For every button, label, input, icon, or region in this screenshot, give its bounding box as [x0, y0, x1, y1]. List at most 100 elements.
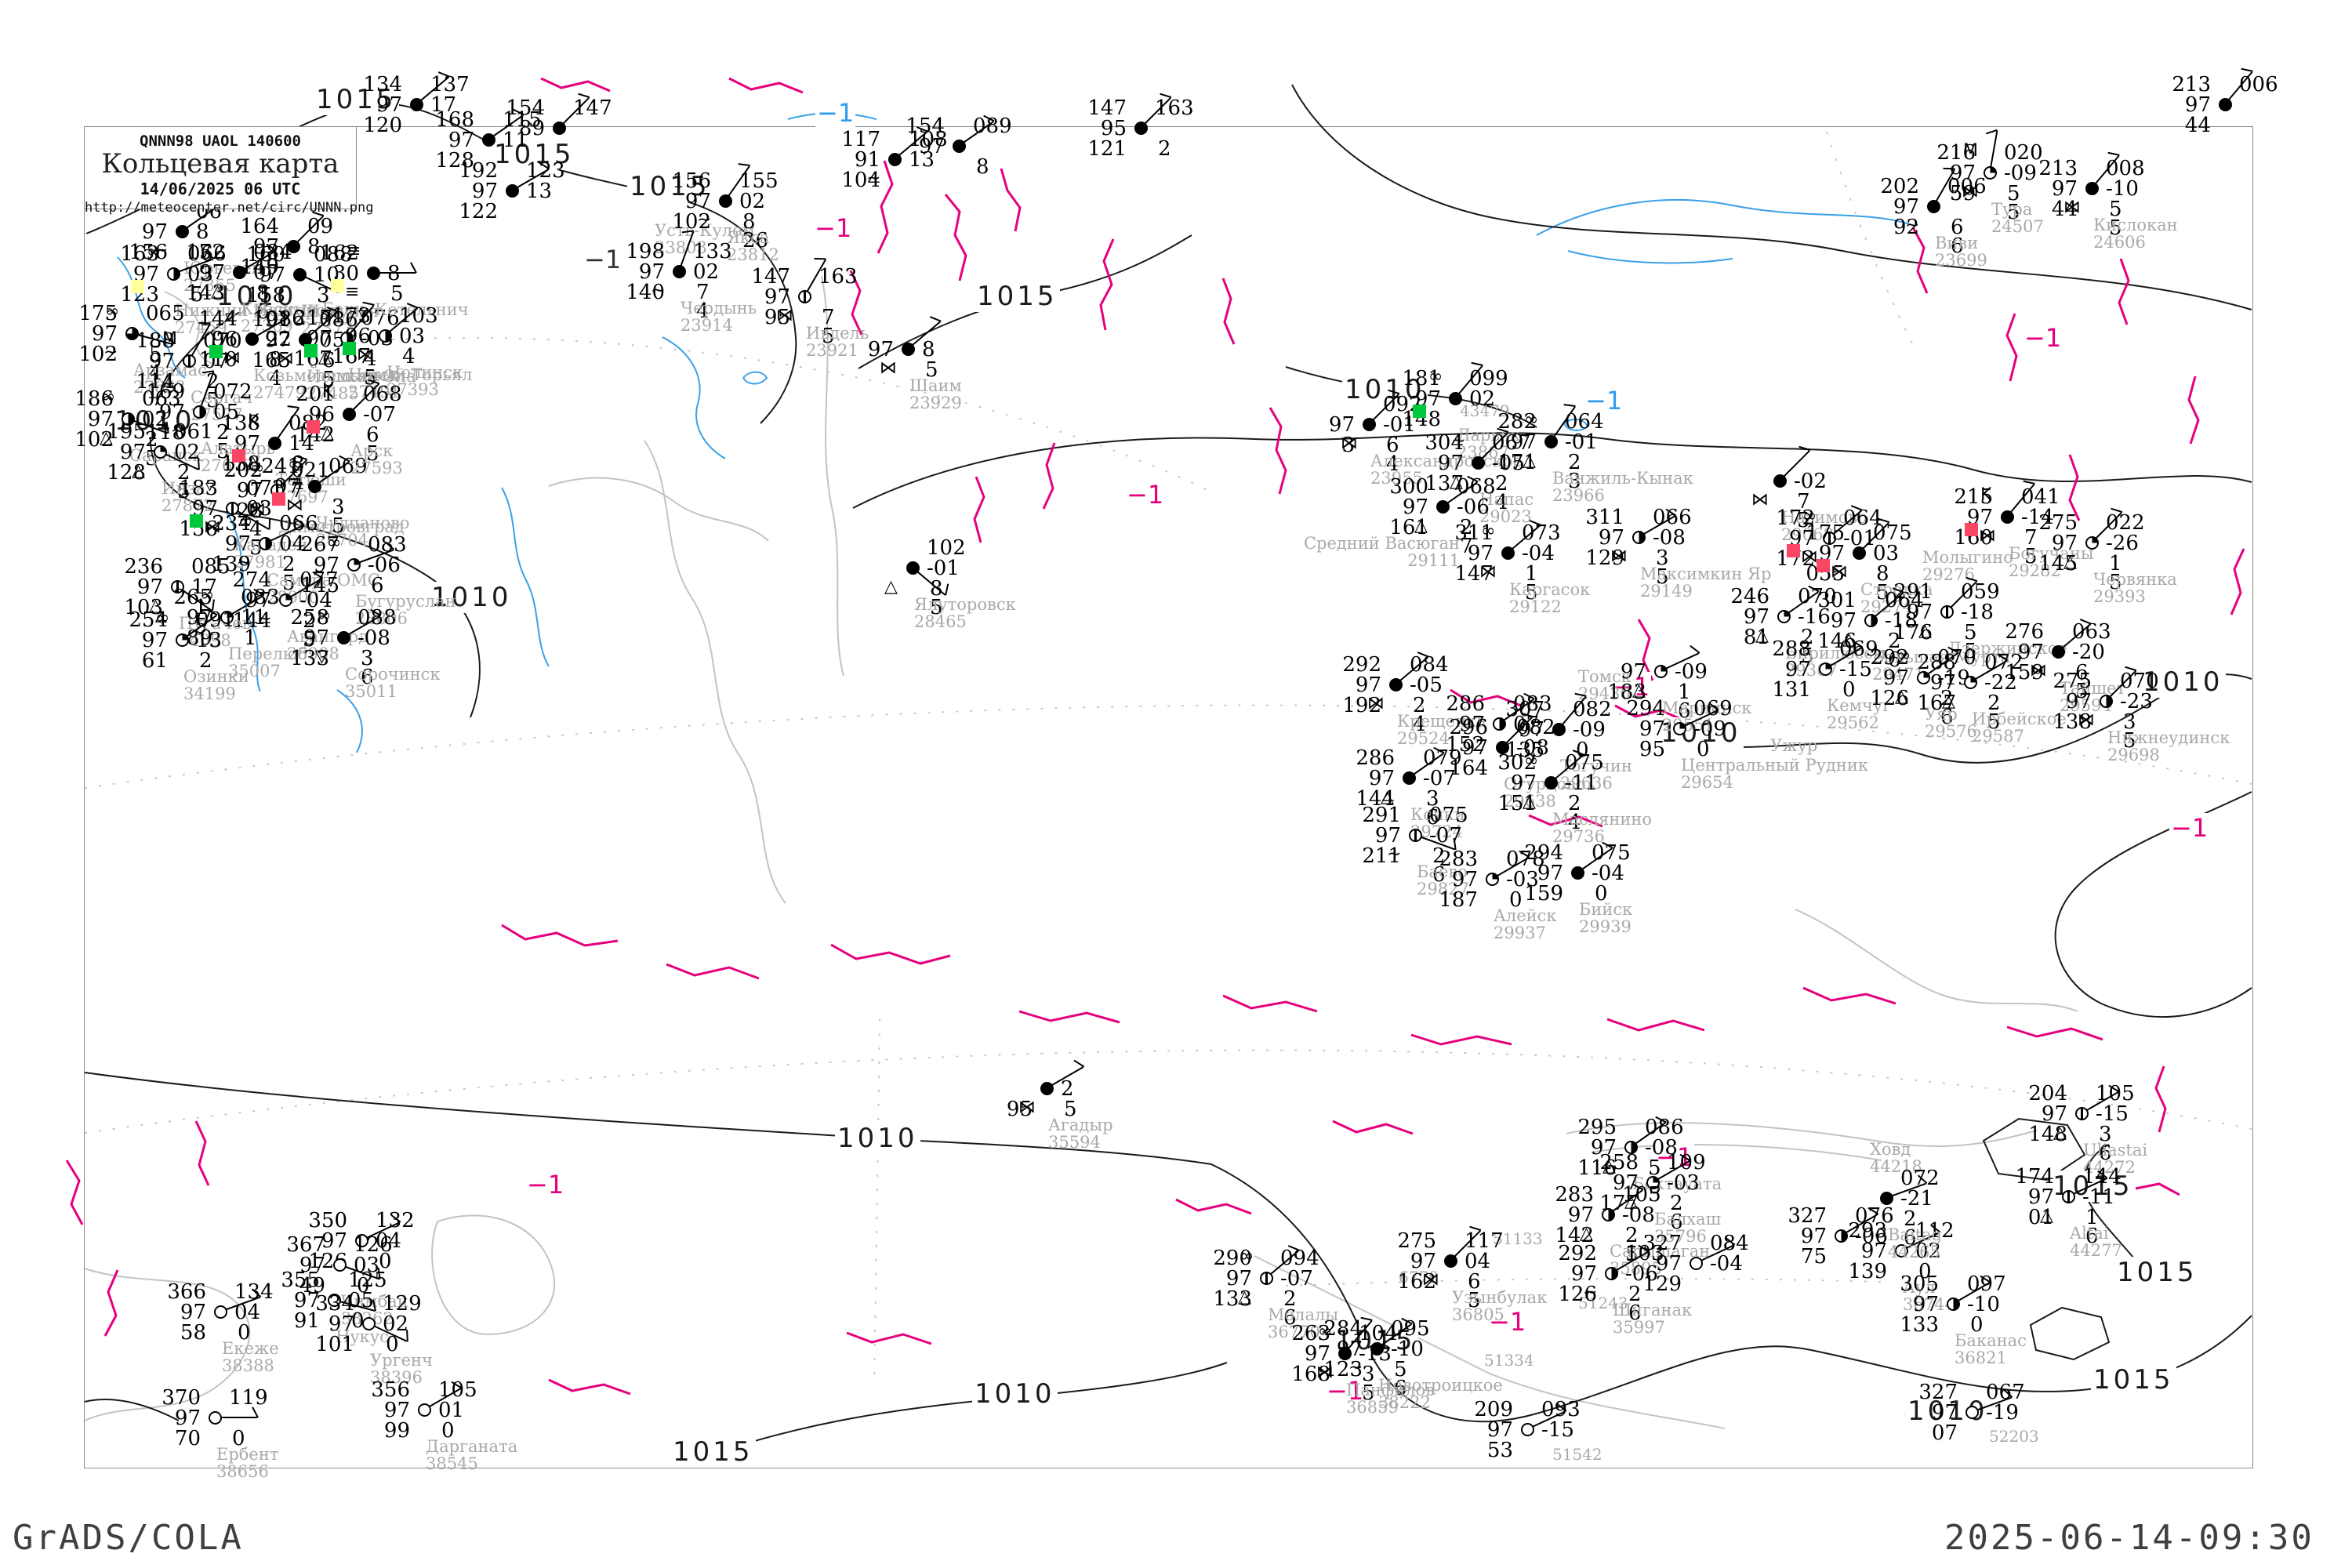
station-value: 97 [224, 532, 251, 556]
cloud-cover-circle [1984, 166, 1997, 180]
station-value: 168 [1291, 1363, 1330, 1386]
isobar-label: 1010 [835, 1123, 920, 1154]
station-value: 97 [252, 235, 279, 259]
station-value: 97 [1929, 671, 1956, 695]
station-name: Козьмодемьянск 27479 [253, 366, 400, 402]
station-value: 282 [1497, 410, 1537, 434]
station-value: 03 [399, 325, 426, 348]
station-value: 128 [107, 461, 146, 485]
station-value: 117 [841, 128, 880, 151]
cloud-cover-circle [2085, 182, 2099, 195]
cloud-cover-circle [1940, 605, 1954, 619]
station-value: 066 [187, 242, 227, 266]
isobar-path [2029, 1306, 2111, 1361]
station-value: 072 [1900, 1167, 1940, 1190]
isobar-path [703, 1362, 1228, 1457]
weather-symbol: △ [161, 370, 174, 390]
station-value: 241 [261, 455, 300, 478]
station-name: Уяр 29576 [1925, 705, 1977, 741]
station-value: -08 [1622, 1203, 1655, 1227]
station-value: 5 [322, 368, 336, 391]
weather-symbol: △ [1414, 516, 1428, 535]
station-value: 258 [290, 606, 329, 630]
station-value: 175 [1806, 521, 1845, 545]
weather-symbol: ⋈ [1367, 694, 1385, 713]
station-value: -06 [1457, 495, 1490, 519]
station-value: 367 [286, 1233, 325, 1257]
station-value: 7 [2024, 526, 2038, 550]
station-name: Нижний Новгород 27459 [175, 301, 336, 337]
station-value: 137 [430, 73, 470, 96]
cloud-cover-circle [167, 267, 180, 281]
station-value: 97 [141, 629, 168, 652]
cloud-cover-circle [1964, 676, 1977, 689]
weather-symbol: ∞ [1524, 410, 1539, 430]
station-value: 97 [448, 129, 474, 152]
station-value: 5 [2109, 198, 2122, 221]
warning-marker [343, 342, 356, 355]
weather-symbol: △ [1918, 621, 1932, 641]
station-value: 97 [2041, 1102, 2067, 1126]
station-value: 305 [1900, 1272, 1939, 1296]
station-value: -07 [1280, 1267, 1313, 1290]
station-value: 97 [1410, 1250, 1436, 1273]
station-value: 211 [1362, 844, 1401, 868]
weather-symbol: M [1963, 141, 1978, 161]
cloud-cover-circle [1486, 873, 1499, 886]
station-value: 258 [1599, 1151, 1639, 1174]
station-value: 147 [1454, 562, 1494, 586]
weather-symbol: △ [2053, 1123, 2067, 1142]
station-value: 02 [1469, 387, 1496, 411]
cloud-cover-circle [1895, 1244, 1908, 1258]
station-value: 085 [191, 555, 230, 579]
station-value: 162 [1397, 1270, 1436, 1294]
station-value: 97 [1590, 1136, 1617, 1160]
weather-symbol: △ [1755, 626, 1769, 645]
station-value: -01 [927, 557, 960, 580]
station-value: 97 [313, 554, 339, 577]
station-value: 083 [241, 586, 280, 609]
front-path [2118, 258, 2130, 325]
station-value: 8 [387, 262, 401, 285]
front-path [501, 924, 619, 947]
cloud-cover-circle [125, 327, 139, 340]
cloud-cover-circle [1819, 662, 1832, 676]
station-value: 97 [1368, 767, 1395, 790]
station-value: 288 [1772, 637, 1811, 661]
weather-symbol: ∼ [697, 210, 712, 230]
station-value: 05 [348, 1289, 375, 1312]
station-value: 067 [1492, 431, 1531, 455]
station-value: 97 [1949, 162, 1976, 185]
station-value: 6 [1951, 216, 1964, 239]
station-value: 6 [1394, 1377, 1407, 1400]
station-value: 083 [1513, 692, 1552, 716]
station-value: 175 [78, 302, 118, 325]
cloud-cover-circle [337, 631, 350, 644]
station-value: 275 [1397, 1229, 1436, 1253]
station-value: 7 [696, 281, 710, 304]
station-value: 133 [1213, 1287, 1252, 1311]
station-value: 292 [1558, 1242, 1597, 1265]
station-value: 6 [1386, 434, 1399, 457]
station-value: 151 [1497, 792, 1537, 815]
station-name: Дарганата 38545 [426, 1437, 518, 1473]
station-value: 126 [1558, 1283, 1597, 1306]
cloud-cover-circle [1472, 456, 1485, 470]
station-value: 138 [221, 412, 260, 435]
weather-symbol: ▿ [205, 477, 215, 496]
cloud-cover-circle [1370, 1342, 1384, 1356]
cloud-cover-circle [193, 405, 206, 419]
cloud-cover-circle [410, 98, 423, 111]
station-name: Бийск 29939 [1579, 900, 1633, 936]
station-name: Uliastai 44272 [2083, 1141, 2148, 1177]
front-path [1332, 1120, 1414, 1135]
cloud-cover-circle [1917, 671, 1930, 684]
station-value: 129 [1585, 546, 1624, 570]
station-value: 149 [240, 256, 279, 279]
station-value: 201 [296, 383, 335, 406]
front-path [973, 476, 985, 543]
front-path [103, 1269, 119, 1337]
station-value: 5 [1801, 644, 1814, 668]
weather-symbol: ∞ [155, 608, 170, 628]
station-value: 283 [1555, 1183, 1594, 1207]
